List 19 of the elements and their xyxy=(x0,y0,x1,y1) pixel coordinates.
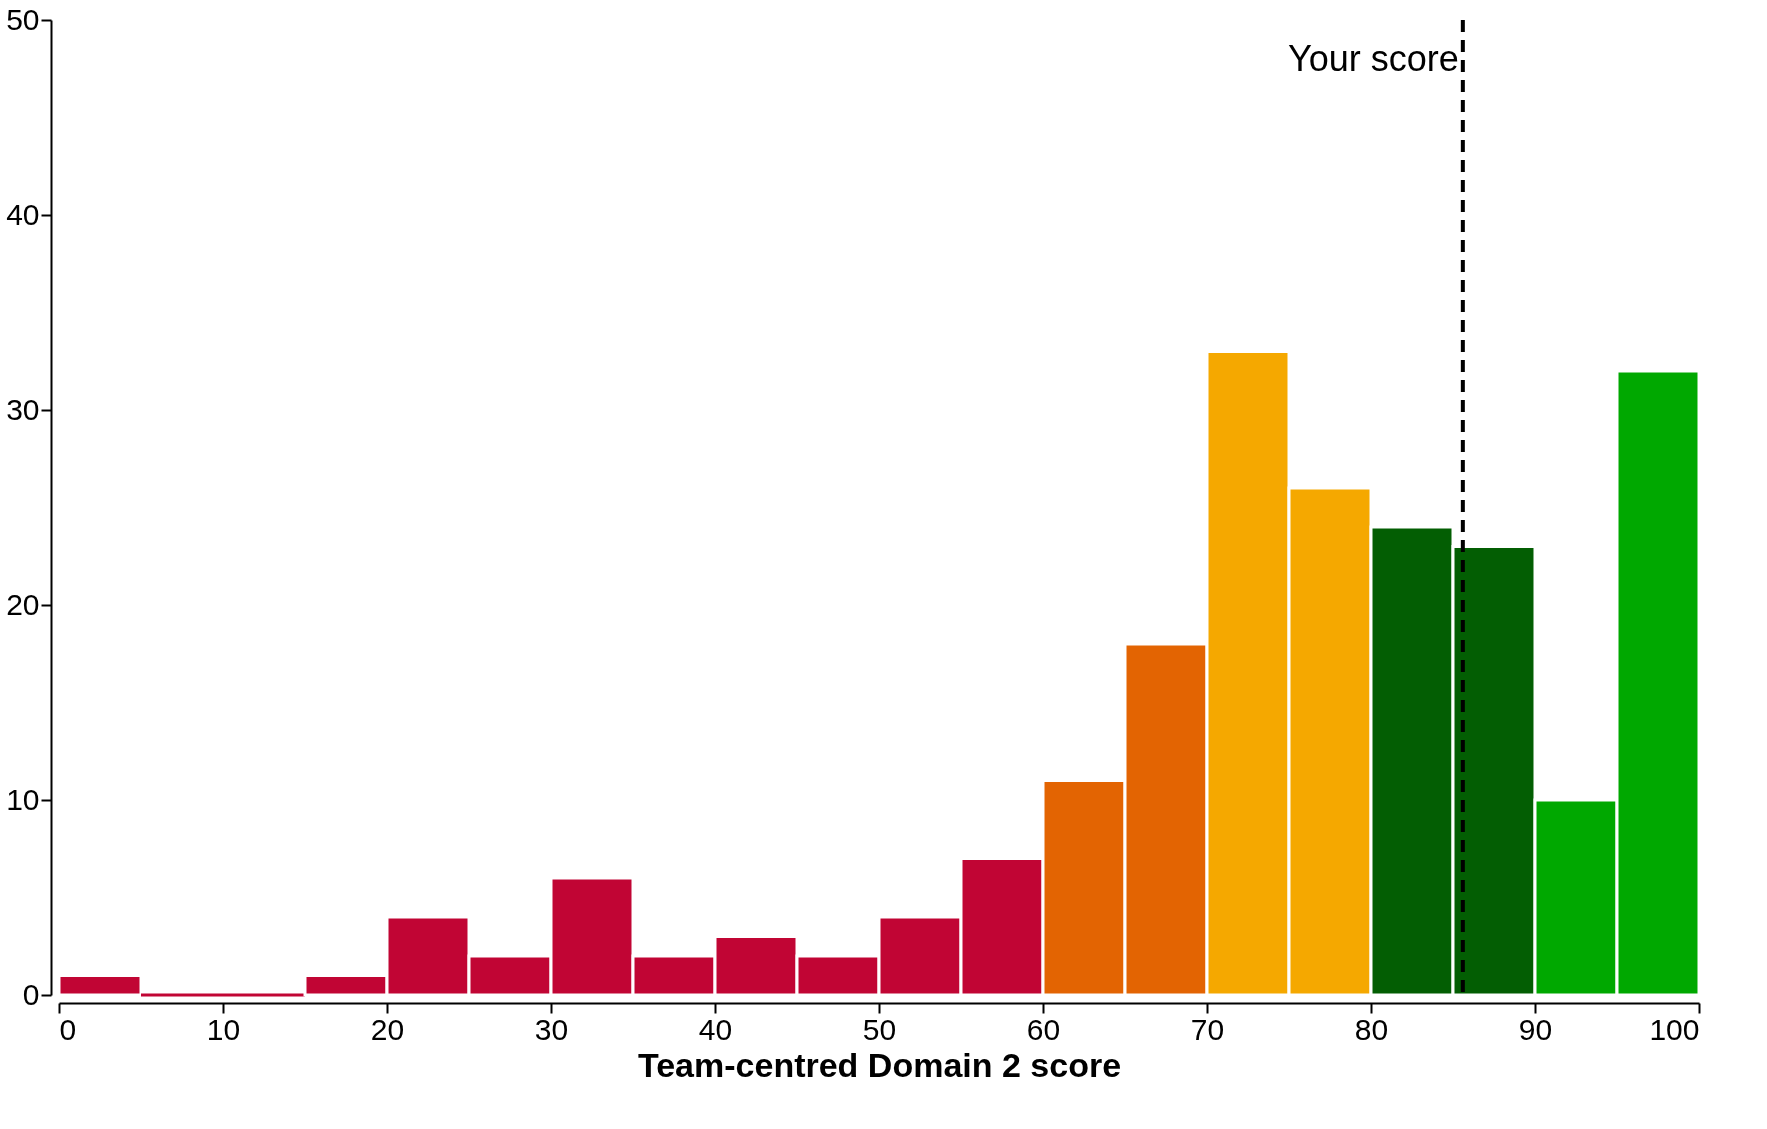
x-tick-label: 10 xyxy=(206,1012,241,1046)
x-tick-label: 90 xyxy=(1518,1012,1553,1046)
x-tick-label: 80 xyxy=(1354,1012,1389,1046)
x-tick-label: 40 xyxy=(698,1012,733,1046)
y-tick-label: 20 xyxy=(6,587,40,621)
x-tick-label: 60 xyxy=(1026,1012,1061,1046)
ref-line-label: Your score xyxy=(1288,38,1459,79)
y-tick-label: 0 xyxy=(22,977,40,1011)
y-tick-label: 10 xyxy=(6,782,40,816)
x-axis-title: Team-centred Domain 2 score xyxy=(637,1045,1122,1084)
y-tick-label: 30 xyxy=(6,392,40,426)
x-tick-label: 30 xyxy=(534,1012,569,1046)
x-tick-label: 20 xyxy=(370,1012,405,1046)
y-tick-label: 40 xyxy=(6,197,40,231)
y-tick-label: 50 xyxy=(6,2,40,36)
x-tick-label: 0 xyxy=(59,1012,77,1046)
x-tick-label: 100 xyxy=(1649,1012,1700,1046)
x-tick-label: 50 xyxy=(862,1012,897,1046)
x-tick-label: 70 xyxy=(1190,1012,1225,1046)
